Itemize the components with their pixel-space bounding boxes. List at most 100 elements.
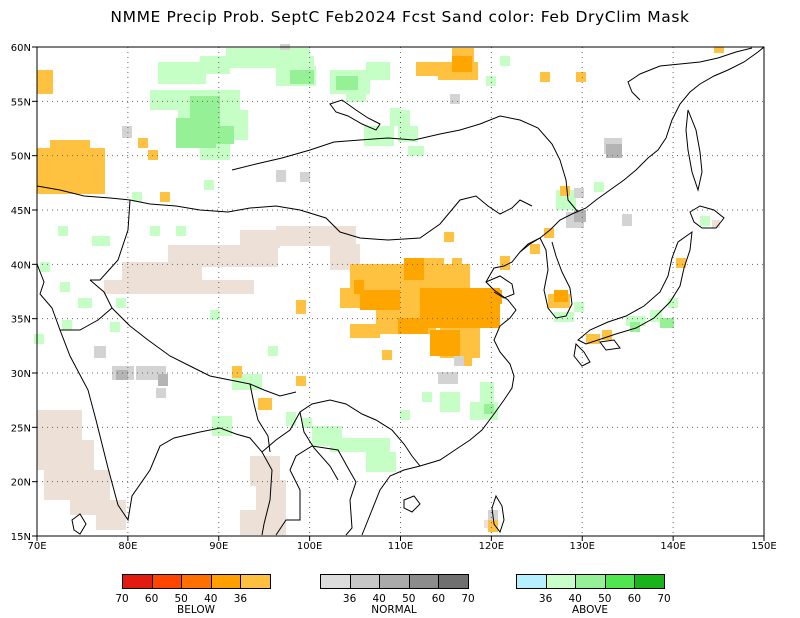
- coastline-okhotsk: [627, 47, 753, 101]
- border-laos: [299, 411, 339, 481]
- normal-cell: [94, 346, 106, 358]
- above-cell: [78, 298, 92, 308]
- border-myanmar: [249, 383, 271, 453]
- legend-tick-label: 60: [431, 593, 446, 605]
- legend-below-label: BELOW: [177, 604, 215, 616]
- above-cell: [422, 392, 432, 402]
- legend-swatch: [240, 574, 271, 589]
- normal-cell: [156, 388, 166, 398]
- legend-swatch: [320, 574, 351, 589]
- below-cell: [296, 376, 306, 386]
- normal-cell: [116, 370, 128, 380]
- normal-cell: [276, 170, 286, 182]
- legend-tick-label: 36: [538, 593, 553, 605]
- legend-swatch: [575, 574, 606, 589]
- below-cell: [676, 258, 686, 268]
- normal-cell: [158, 374, 168, 386]
- above-cell: [176, 118, 216, 148]
- lat-tick-label: 55N: [11, 97, 31, 108]
- lat-tick-label: 30N: [11, 369, 31, 380]
- below-cell: [430, 330, 460, 356]
- above-cell: [660, 318, 674, 328]
- legend-swatch: [545, 574, 577, 589]
- lon-tick-label: 140E: [660, 541, 685, 552]
- border-sea: [261, 399, 421, 467]
- legend-tick-label: 36: [342, 593, 357, 605]
- legend-swatch: [210, 574, 242, 589]
- below-cell: [586, 334, 600, 344]
- below-cell: [404, 258, 424, 280]
- legend-tick-label: 70: [461, 593, 475, 605]
- border-central: [90, 199, 131, 281]
- legend-tick-label: 40: [372, 593, 386, 605]
- above-cell: [302, 418, 312, 428]
- below-cell: [714, 47, 724, 53]
- below-cell: [354, 280, 364, 294]
- below-cell: [160, 192, 170, 202]
- border-india-pak: [60, 279, 113, 331]
- dry-mask-cell: [712, 220, 720, 228]
- above-cell: [400, 410, 410, 420]
- above-cell: [92, 236, 110, 246]
- lon-tick-label: 100E: [297, 541, 322, 552]
- above-cell: [484, 404, 494, 414]
- above-cell: [366, 62, 390, 80]
- coastline-hokkaido: [689, 205, 725, 229]
- lon-tick-label: 90E: [209, 541, 228, 552]
- above-cell: [408, 146, 424, 156]
- below-cell: [258, 398, 272, 410]
- below-cell: [560, 186, 570, 196]
- lat-tick-label: 35N: [11, 315, 31, 326]
- above-cell: [346, 92, 366, 102]
- normal-cell: [450, 94, 460, 104]
- legend-tick-label: 70: [657, 593, 671, 605]
- below-cell: [444, 232, 454, 242]
- coastline-honshu: [577, 230, 693, 345]
- legend-above-label: ABOVE: [571, 604, 609, 616]
- legend-tick-label: 36: [233, 593, 248, 605]
- legend-swatch: [634, 574, 665, 589]
- lon-tick-label: 130E: [570, 541, 595, 552]
- below-cell: [50, 140, 90, 156]
- coastline-shandong: [485, 275, 515, 299]
- normal-cell: [122, 126, 132, 138]
- below-cell: [148, 150, 158, 160]
- lon-tick-label: 110E: [388, 541, 413, 552]
- legend-swatch: [604, 574, 636, 589]
- lat-tick-label: 40N: [11, 260, 31, 271]
- below-cell: [602, 330, 612, 340]
- below-cell: [398, 318, 428, 334]
- lake-baikal: [329, 99, 381, 131]
- coastline-taiwan: [491, 494, 505, 534]
- legend-swatch: [181, 574, 212, 589]
- dry-mask-cell: [168, 245, 278, 267]
- lon-tick-label: 150E: [751, 541, 776, 552]
- legend-swatch: [408, 574, 440, 589]
- legend-tick-label: 40: [568, 593, 582, 605]
- dry-mask-cell: [240, 510, 270, 535]
- lat-tick-label: 45N: [11, 206, 31, 217]
- above-cell: [62, 320, 72, 330]
- above-cell: [286, 412, 296, 426]
- coastline-kyushu: [573, 342, 591, 367]
- above-cell: [300, 56, 314, 68]
- below-cell: [416, 62, 438, 76]
- below-cell: [452, 56, 472, 72]
- below-cell: [472, 300, 498, 320]
- above-cell: [176, 226, 186, 236]
- above-cell: [364, 126, 394, 146]
- border-korea-china: [519, 237, 541, 253]
- legend-swatch: [379, 574, 410, 589]
- below-cell: [544, 228, 554, 238]
- border-russia-mongolia: [231, 115, 579, 213]
- legend-tick-label: 40: [204, 593, 218, 605]
- above-cell: [336, 76, 358, 90]
- above-cell: [34, 334, 44, 344]
- lon-tick-label: 120E: [479, 541, 504, 552]
- above-cell: [330, 438, 390, 452]
- map-title: NMME Precip Prob. SeptC Feb2024 Fcst San…: [110, 8, 690, 26]
- above-cell: [500, 56, 510, 66]
- probability-cells: [34, 44, 724, 535]
- above-cell: [700, 216, 710, 226]
